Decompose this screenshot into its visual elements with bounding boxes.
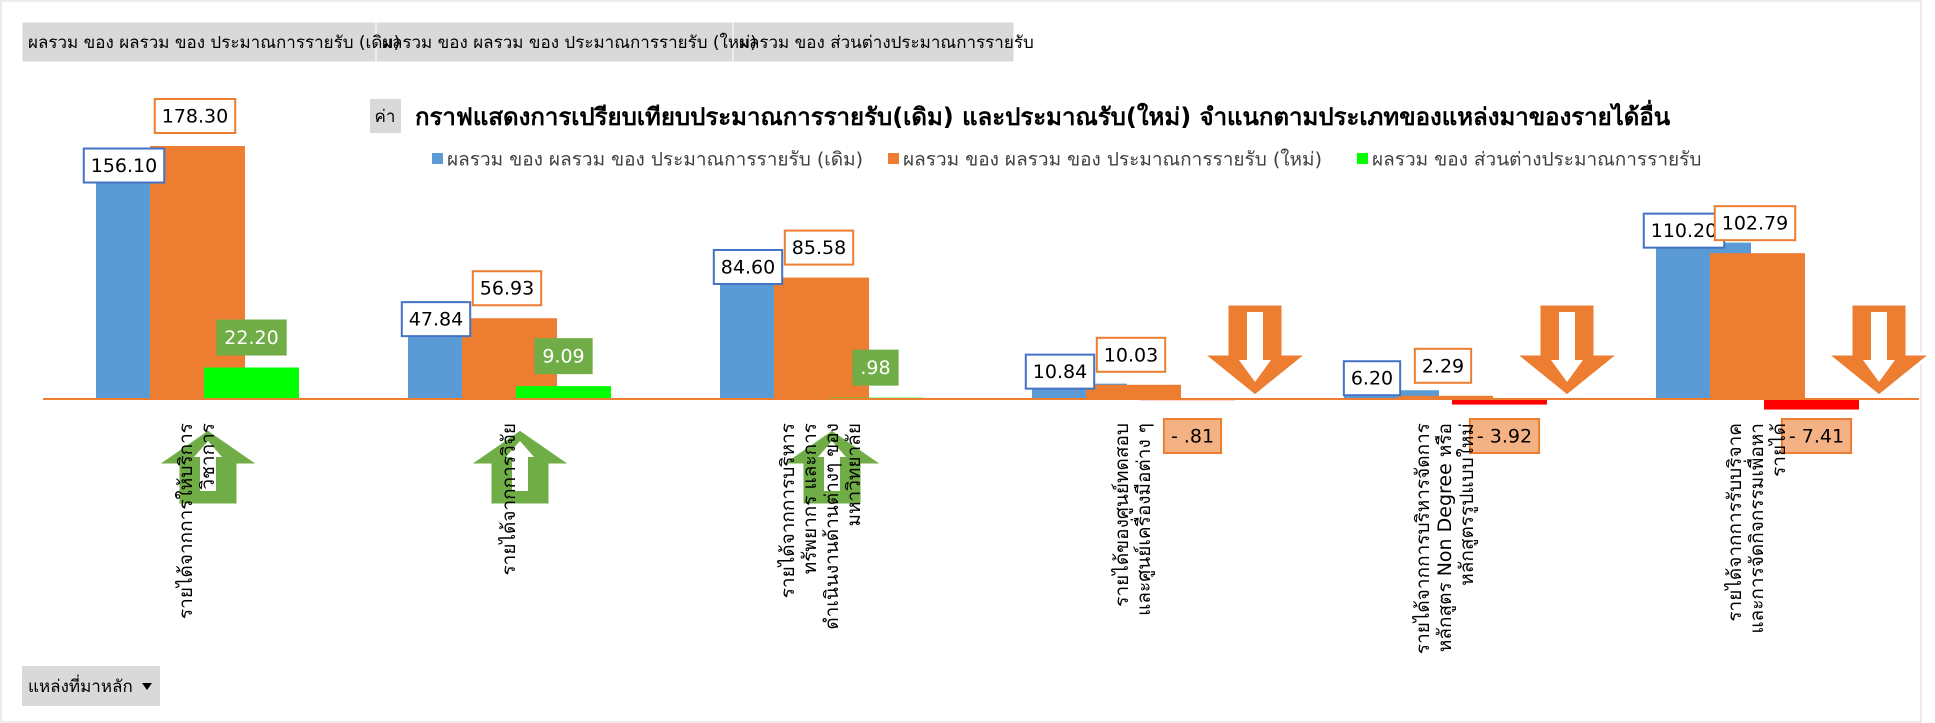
field-button[interactable] xyxy=(21,21,377,63)
arrow-up-inner xyxy=(506,441,534,492)
x-tick-label: รายได้จากการบริหารจัดการ xyxy=(1412,423,1434,654)
data-label: - .81 xyxy=(1171,426,1214,448)
arrow-down-inner xyxy=(1863,312,1895,383)
arrow-up-inner xyxy=(818,441,846,492)
data-label: 2.29 xyxy=(1422,355,1464,377)
x-tick-label: หลักสูตรรูปแบบใหม่ xyxy=(1456,423,1478,586)
chart-title: กราฟแสดงการเปรียบเทียบประมาณการรายรับ(เด… xyxy=(415,99,1671,131)
x-tick-label: รายได้จากการบริหาร xyxy=(777,423,799,598)
legend-swatch xyxy=(1357,153,1368,164)
bar xyxy=(516,386,611,400)
arrow-up-inner xyxy=(194,441,222,492)
data-label: 10.03 xyxy=(1104,344,1158,366)
data-label-box xyxy=(1780,418,1853,455)
data-label-box xyxy=(1468,418,1541,455)
bar xyxy=(150,146,245,400)
data-label: - 3.92 xyxy=(1477,426,1532,448)
arrow-down-inner xyxy=(1239,312,1271,383)
bar xyxy=(1398,395,1493,400)
data-label-box xyxy=(852,349,899,386)
field-button[interactable] xyxy=(375,21,734,63)
bar xyxy=(1710,253,1805,400)
data-label-box xyxy=(400,301,472,338)
field-button-label: ผลรวม ของ ส่วนต่างประมาณการรายรับ xyxy=(739,33,1034,53)
legend-label: ผลรวม ของ ส่วนต่างประมาณการรายรับ xyxy=(1372,149,1701,171)
x-tick-label: รายได้จากการให้บริการ xyxy=(175,423,197,619)
x-tick-label: รายได้ xyxy=(1768,423,1790,477)
data-label-box xyxy=(1095,336,1167,373)
x-tick-label: ดำเนินงานด้านต่างๆ ของ xyxy=(821,423,843,630)
data-label-box xyxy=(216,319,287,356)
data-label-box xyxy=(1342,360,1402,397)
data-label: 6.20 xyxy=(1351,368,1393,390)
data-label: - 7.41 xyxy=(1789,426,1844,448)
x-tick-label: รายได้จากการวิจัย xyxy=(498,423,520,576)
data-label: 110.20 xyxy=(1651,220,1717,242)
data-label-box xyxy=(82,147,166,184)
filter-button-label: แหล่งที่มาหลัก xyxy=(28,674,133,697)
filter-button[interactable] xyxy=(22,666,160,706)
data-label: 9.09 xyxy=(542,346,584,368)
data-label-box xyxy=(1413,347,1473,384)
x-tick-label: ทรัพยากร และการ xyxy=(799,423,821,574)
legend-swatch xyxy=(888,153,899,164)
x-tick-label: รายได้ของศูนย์ทดสอบ xyxy=(1111,423,1133,607)
dropdown-icon xyxy=(142,683,152,690)
data-label: 84.60 xyxy=(721,256,775,278)
field-button[interactable] xyxy=(732,21,1015,63)
data-label: 156.10 xyxy=(91,155,157,177)
x-tick-label: หลักสูตร Non Degree หรือ xyxy=(1434,423,1456,652)
data-label: 10.84 xyxy=(1033,361,1087,383)
legend-label: ผลรวม ของ ผลรวม ของ ประมาณการรายรับ (เดิ… xyxy=(447,149,863,171)
data-label-box xyxy=(1713,205,1797,242)
bar xyxy=(1452,399,1547,405)
x-tick-label: และศูนย์เครื่องมือต่าง ๆ xyxy=(1130,423,1155,616)
x-tick-label: และการจัดกิจกรรมเพื่อหา xyxy=(1743,423,1768,634)
bar xyxy=(204,367,299,400)
data-label-box xyxy=(1642,212,1726,249)
data-label: 85.58 xyxy=(792,237,846,259)
x-tick-label: วิชาการ xyxy=(197,423,219,490)
data-label-box xyxy=(712,248,784,285)
arrow-down-inner xyxy=(1551,312,1583,383)
data-label-box xyxy=(1162,418,1223,455)
data-label: .98 xyxy=(860,357,890,379)
data-label: 178.30 xyxy=(162,106,228,128)
legend-label: ผลรวม ของ ผลรวม ของ ประมาณการรายรับ (ใหม… xyxy=(903,149,1322,171)
field-button-label: ผลรวม ของ ผลรวม ของ ประมาณการรายรับ (เดิ… xyxy=(28,33,400,53)
data-label: 22.20 xyxy=(224,327,278,349)
data-label: 102.79 xyxy=(1722,213,1788,235)
data-label-box xyxy=(153,98,237,135)
field-button-label: ผลรวม ของ ผลรวม ของ ประมาณการรายรับ (ใหม… xyxy=(382,32,757,53)
legend-swatch xyxy=(432,153,443,164)
values-button-label: ค่า xyxy=(375,107,396,127)
data-label-box xyxy=(1024,353,1096,390)
data-label-box xyxy=(471,270,543,307)
x-tick-label: มหาวิทยาลัย xyxy=(843,423,865,527)
data-label: 47.84 xyxy=(409,309,463,331)
bar xyxy=(1764,399,1859,410)
bar xyxy=(1086,384,1181,400)
values-button[interactable] xyxy=(370,99,401,133)
data-label: 56.93 xyxy=(480,278,534,300)
data-label-box xyxy=(534,338,593,375)
data-label-box xyxy=(783,229,855,266)
x-tick-label: รายได้จากการรับบริจาค xyxy=(1724,423,1746,622)
